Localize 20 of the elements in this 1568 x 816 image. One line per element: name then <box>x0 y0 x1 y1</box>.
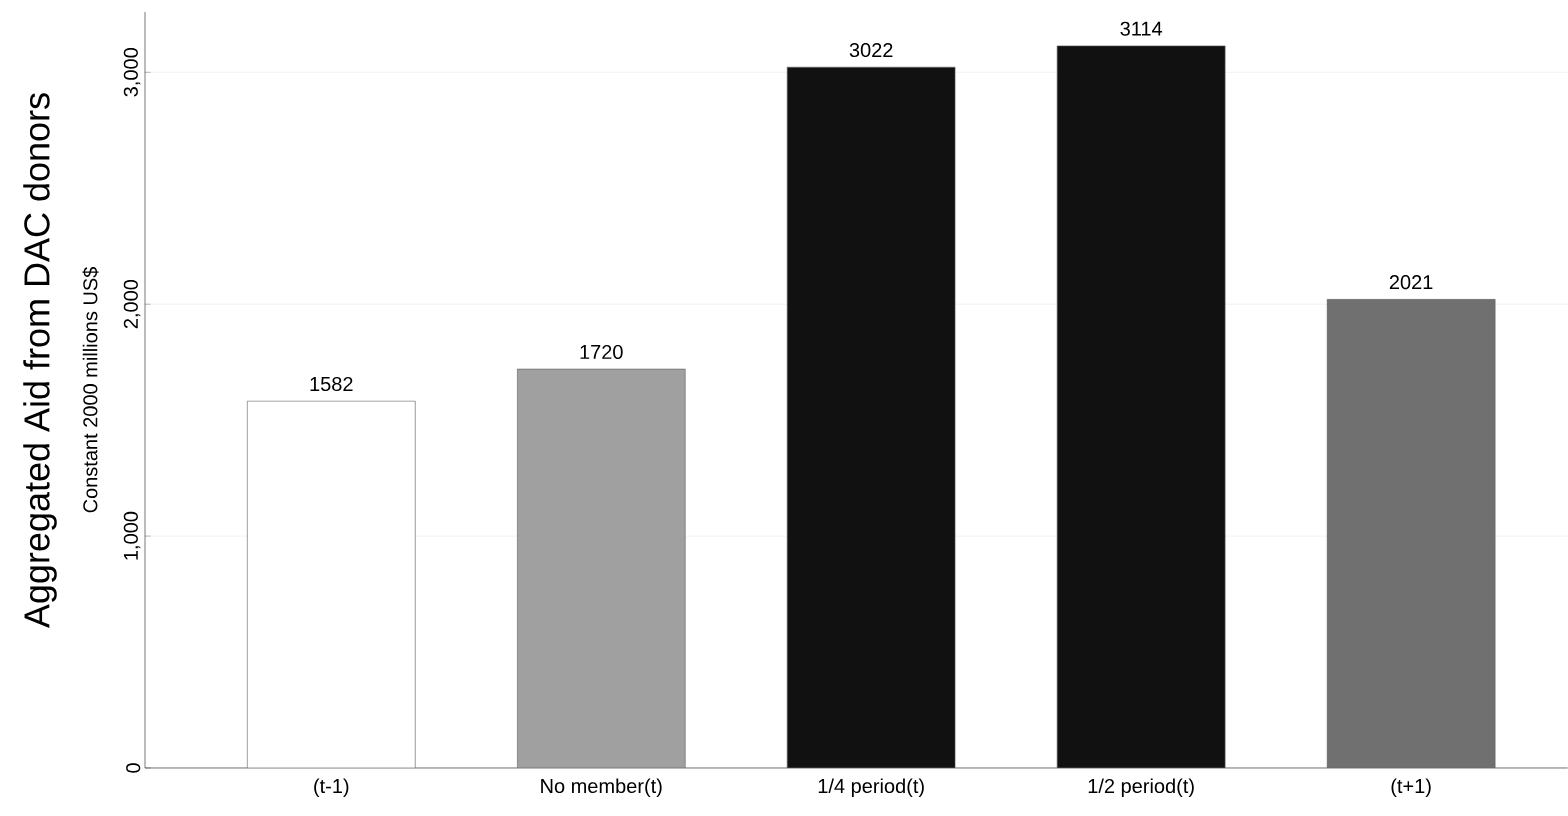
y-tick-label: 0 <box>126 763 141 773</box>
data-label: 3114 <box>1120 21 1163 36</box>
data-label: 1582 <box>310 376 353 392</box>
x-tick-label: (t+1) <box>1391 778 1431 798</box>
bar <box>1056 45 1226 768</box>
data-label: 1720 <box>580 344 623 360</box>
bar <box>246 400 416 768</box>
y-tick-label: 2,000 <box>123 279 141 329</box>
bar <box>1326 298 1496 768</box>
text: Aggregated Aid from DAC donors <box>23 93 57 629</box>
x-tick-label: 1/4 period(t) <box>818 778 924 798</box>
data-label: 2021 <box>1389 275 1433 290</box>
data-label: 3022 <box>849 42 893 58</box>
x-tick-label: (t-1) <box>314 778 349 798</box>
y-axis-title: Constant 2000 millions US$ <box>82 266 99 513</box>
y-tick-label: 1,000 <box>123 511 141 560</box>
bar <box>516 368 686 768</box>
x-tick-label: 1/2 period(t) <box>1088 778 1194 798</box>
x-tick-label: No member(t) <box>541 778 662 798</box>
y-tick-label: 3,000 <box>123 48 141 97</box>
